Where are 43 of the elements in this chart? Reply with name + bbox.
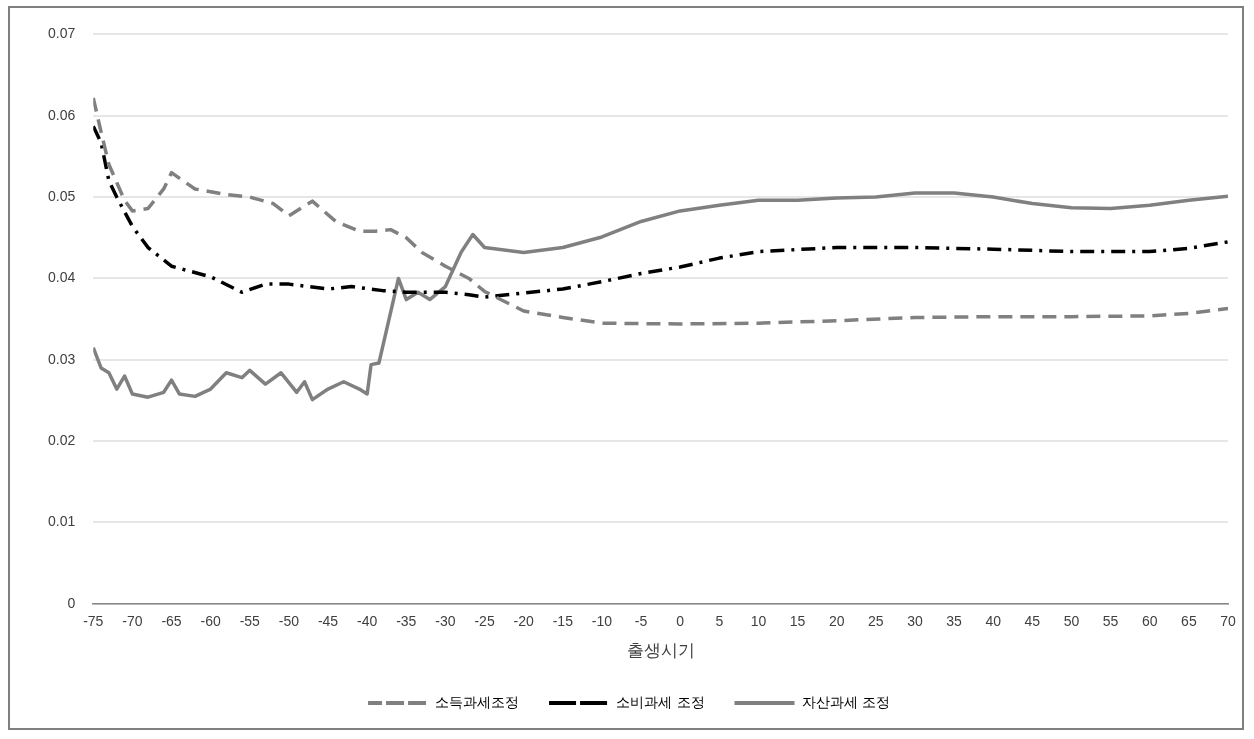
x-tick-label: -65 [161,613,182,630]
x-tick-label: -10 [591,613,613,630]
x-tick-label: 45 [1024,613,1041,630]
y-tick-label: 0.02 [48,431,76,448]
x-tick-label: -75 [83,613,104,630]
x-tick-label: -70 [122,613,143,630]
x-tick-label: 70 [1220,613,1236,630]
x-tick-label: -20 [513,613,534,630]
legend-label: 소득과세조정 [435,693,520,710]
x-tick-label: 60 [1141,613,1158,630]
x-tick-label: 50 [1063,613,1080,630]
x-tick-label: -25 [474,613,495,630]
x-tick-label: 20 [828,613,845,630]
x-tick-label: 10 [750,613,767,630]
x-tick-label: -15 [552,613,574,630]
x-tick-label: -40 [357,613,378,630]
x-tick-label: -60 [200,613,221,630]
x-tick-label: 0 [676,613,685,630]
x-tick-label: 40 [985,613,1002,630]
x-tick-label: -55 [239,613,261,630]
line-series [93,124,1228,299]
x-tick-label: -45 [317,613,339,630]
y-tick-label: 0.03 [48,350,76,367]
x-tick-label: 55 [1102,613,1119,630]
x-tick-label: 15 [789,613,806,630]
y-tick-label: 0.04 [48,269,76,286]
y-tick-label: 0.05 [48,187,76,204]
x-tick-label: 35 [946,613,963,630]
x-tick-label: -35 [396,613,417,630]
y-tick-label: 0.01 [48,513,76,530]
x-tick-label: -5 [634,613,648,630]
x-tick-label: 30 [907,613,923,630]
y-tick-label: 0 [67,594,76,611]
x-tick-label: -30 [435,613,456,630]
x-tick-label: -50 [278,613,300,630]
legend-label: 자산과세 조정 [801,693,890,710]
x-tick-label: 25 [868,613,884,630]
y-tick-label: 0.06 [48,106,76,123]
y-tick-label: 0.07 [48,25,76,42]
x-axis-title: 출생시기 [626,640,695,661]
x-tick-label: 65 [1181,613,1197,630]
x-tick-label: 5 [715,613,724,630]
legend-label: 소비과세 조정 [616,693,705,710]
